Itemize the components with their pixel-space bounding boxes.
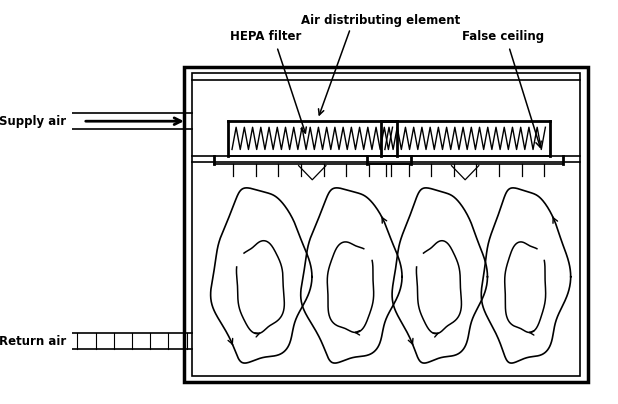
Text: False ceiling: False ceiling (462, 30, 544, 43)
Text: Supply air: Supply air (0, 115, 67, 128)
Bar (192, 73, 580, 376)
Text: Air distributing element: Air distributing element (301, 14, 460, 27)
Bar (184, 67, 588, 382)
Text: HEPA filter: HEPA filter (230, 30, 302, 43)
Text: Return air: Return air (0, 335, 67, 348)
